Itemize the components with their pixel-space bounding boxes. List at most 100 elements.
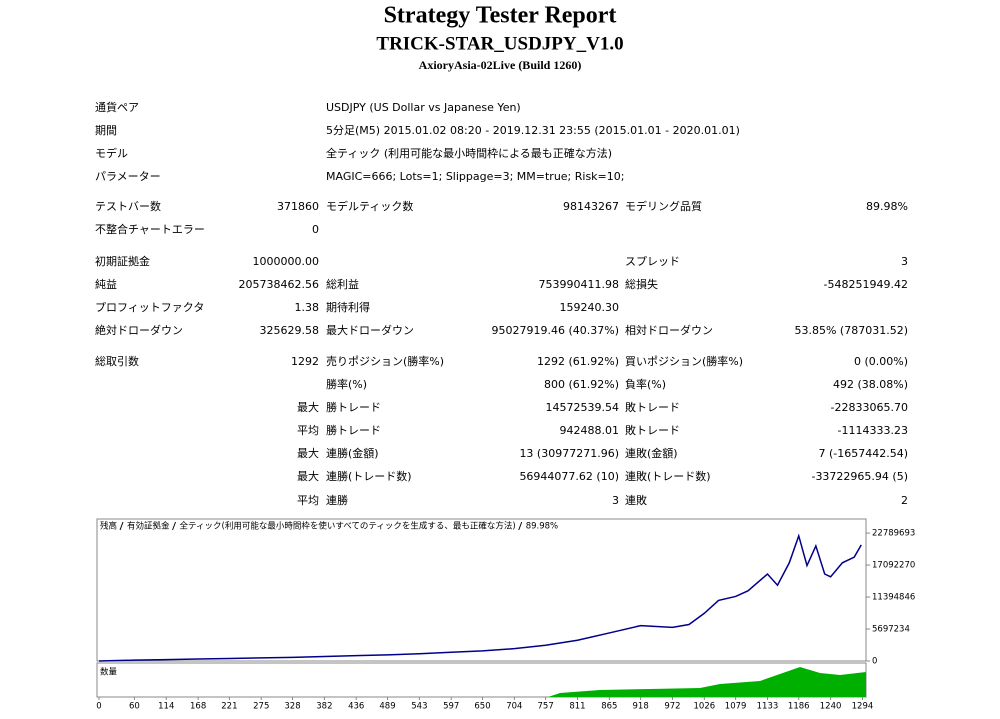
stat-label: 純益 [95, 277, 117, 291]
stat-label: 負率(%) [625, 377, 666, 391]
stat-value: 2 [901, 494, 908, 507]
info-label: パラメーター [95, 170, 161, 183]
stat-value: 0 (0.00%) [854, 355, 908, 368]
stat-label: モデリング品質 [625, 199, 702, 213]
stat-label: 総損失 [625, 277, 658, 291]
stat-label: 連敗(金額) [625, 446, 678, 460]
stat-value: 159240.30 [560, 301, 620, 314]
x-tick-label: 328 [284, 702, 300, 712]
stat-value: 1000000.00 [253, 255, 319, 268]
volume-area [548, 667, 866, 697]
stat-label: テストバー数 [95, 200, 161, 213]
stat-label: 最大ドローダウン [326, 323, 414, 337]
x-tick-label: 1026 [694, 702, 716, 712]
stat-label: 連敗 [625, 493, 647, 507]
stat-value: -33722965.94 (5) [811, 470, 908, 483]
info-value: 全ティック (利用可能な最小時間枠による最も正確な方法) [326, 146, 612, 160]
stat-label: 総取引数 [95, 354, 139, 368]
stat-value: 205738462.56 [239, 278, 319, 291]
x-tick-label: 811 [569, 702, 585, 712]
stat-label: 買いポジション(勝率%) [625, 354, 743, 368]
legend-entry: 全ティック(利用可能な最小時間枠を使いすべてのティックを生成する、最も正確な方法… [180, 521, 516, 532]
stat-label: モデルティック数 [326, 199, 413, 213]
stat-label: 勝率(%) [326, 377, 367, 391]
stat-value: 98143267 [563, 200, 619, 213]
stat-label: 連勝(トレード数) [326, 469, 412, 483]
stat-label: プロフィットファクタ [95, 301, 204, 314]
stat-label: 不整合チャートエラー [95, 222, 205, 236]
stat-value: 1292 (61.92%) [537, 355, 619, 368]
x-tick-label: 275 [253, 702, 269, 712]
stat-label: 勝トレード [326, 423, 381, 437]
stat-value: 3 [901, 255, 908, 268]
stat-label: 勝トレード [326, 400, 381, 414]
x-tick-label: 650 [474, 702, 490, 712]
title: Strategy Tester Report [384, 3, 617, 29]
x-tick-label: 168 [190, 702, 206, 712]
info-label: 通貨ペア [95, 100, 139, 114]
x-tick-label: 221 [221, 702, 237, 712]
stat-label: 絶対ドローダウン [95, 323, 183, 337]
x-tick-label: 1294 [852, 702, 874, 712]
legend-separator [172, 521, 176, 531]
stat-value: 753990411.98 [539, 278, 619, 291]
stat-value: 平均 [297, 424, 319, 437]
x-tick-label: 972 [664, 702, 680, 712]
stat-value: 942488.01 [560, 424, 620, 437]
legend-entry: 有効証拠金 [127, 521, 170, 532]
stat-value: 1292 [291, 355, 319, 368]
stat-value: 56944077.62 (10) [519, 470, 619, 483]
stat-label: 連敗(トレード数) [625, 469, 711, 483]
stat-value: 7 (-1657442.54) [818, 447, 908, 460]
x-tick-label: 436 [348, 702, 364, 712]
stat-value: 0 [312, 223, 319, 236]
stat-value: 95027919.46 (40.37%) [491, 324, 619, 337]
subtitle: TRICK-STAR_USDJPY_V1.0 [376, 33, 623, 54]
stat-value: 800 (61.92%) [544, 378, 619, 391]
stat-value: 13 (30977271.96) [519, 447, 619, 460]
stat-label: 連勝(金額) [326, 446, 379, 460]
info-value: 5分足(M5) 2015.01.02 08:20 - 2019.12.31 23… [326, 124, 740, 137]
legend-entry: 89.98% [526, 522, 558, 532]
volume-label: 数量 [100, 667, 118, 678]
stat-value: 最大 [297, 446, 319, 460]
y-tick-label: 11394846 [872, 593, 915, 603]
stat-label: 総利益 [326, 277, 359, 291]
stat-label: スプレッド [625, 255, 680, 268]
stat-label: 連勝 [326, 493, 348, 507]
stat-value: 53.85% (787031.52) [794, 324, 908, 337]
x-tick-label: 918 [633, 702, 649, 712]
x-tick-label: 865 [601, 702, 617, 712]
balance-line [98, 533, 862, 662]
legend-separator [518, 521, 523, 531]
stat-value: -1114333.23 [838, 424, 908, 437]
info-value: MAGIC=666; Lots=1; Slippage=3; MM=true; … [326, 170, 624, 183]
stat-label: 売りポジション(勝率%) [326, 354, 444, 368]
stat-label: 敗トレード [625, 400, 680, 414]
legend-entry: 残高 [100, 521, 117, 532]
stat-label: 期待利得 [326, 300, 370, 314]
y-tick-label: 5697234 [872, 625, 910, 635]
server: AxioryAsia-02Live (Build 1260) [419, 58, 582, 72]
x-tick-label: 0 [96, 702, 101, 712]
stat-value: 325629.58 [260, 324, 320, 337]
x-tick-label: 1240 [820, 702, 842, 712]
x-tick-label: 1079 [725, 702, 747, 712]
stat-value: 371860 [277, 200, 319, 213]
y-tick-label: 17092270 [872, 561, 915, 571]
x-tick-label: 1133 [757, 702, 779, 712]
stat-value: 89.98% [866, 200, 908, 213]
stat-value: 1.38 [295, 301, 320, 314]
stat-label: 相対ドローダウン [625, 323, 713, 337]
y-tick-label: 0 [872, 657, 877, 667]
x-tick-label: 60 [129, 702, 140, 712]
x-tick-label: 382 [316, 702, 332, 712]
stat-value: 3 [612, 494, 619, 507]
stat-value: 平均 [297, 494, 319, 507]
stat-value: -22833065.70 [831, 401, 908, 414]
stat-value: 14572539.54 [546, 401, 619, 414]
x-tick-label: 114 [158, 702, 174, 712]
stat-label: 敗トレード [625, 423, 680, 437]
info-label: 期間 [95, 124, 117, 137]
